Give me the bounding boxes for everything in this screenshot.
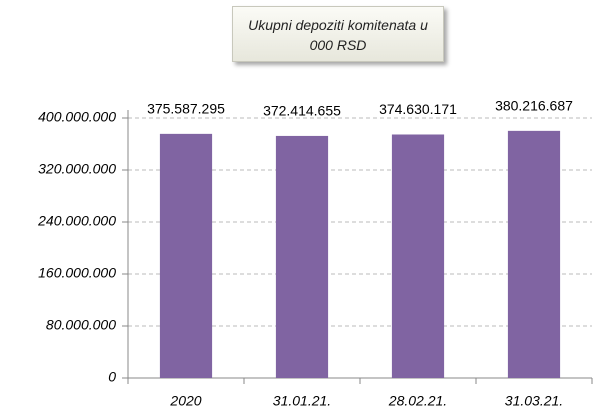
bar [507, 130, 561, 378]
data-label: 374.630.171 [379, 101, 457, 117]
chart-title: Ukupni depoziti komitenata u 000 RSD [232, 6, 444, 62]
y-tick-label: 320.000.000 [38, 161, 116, 177]
bar [275, 135, 329, 378]
y-tick-label: 400.000.000 [38, 109, 116, 125]
x-tick-label: 31.01.21. [273, 393, 331, 409]
y-tick-label: 160.000.000 [38, 265, 116, 281]
bar [391, 134, 445, 378]
data-label: 372.414.655 [263, 103, 341, 119]
y-tick-label: 0 [108, 369, 116, 385]
y-tick-label: 80.000.000 [46, 317, 116, 333]
x-tick-label: 2020 [169, 393, 201, 409]
x-tick-label: 28.02.21. [388, 393, 447, 409]
y-tick-label: 240.000.000 [37, 213, 116, 229]
x-tick-label: 31.03.21. [505, 393, 563, 409]
data-label: 375.587.295 [147, 101, 225, 117]
bar [159, 133, 213, 378]
data-label: 380.216.687 [495, 98, 573, 114]
